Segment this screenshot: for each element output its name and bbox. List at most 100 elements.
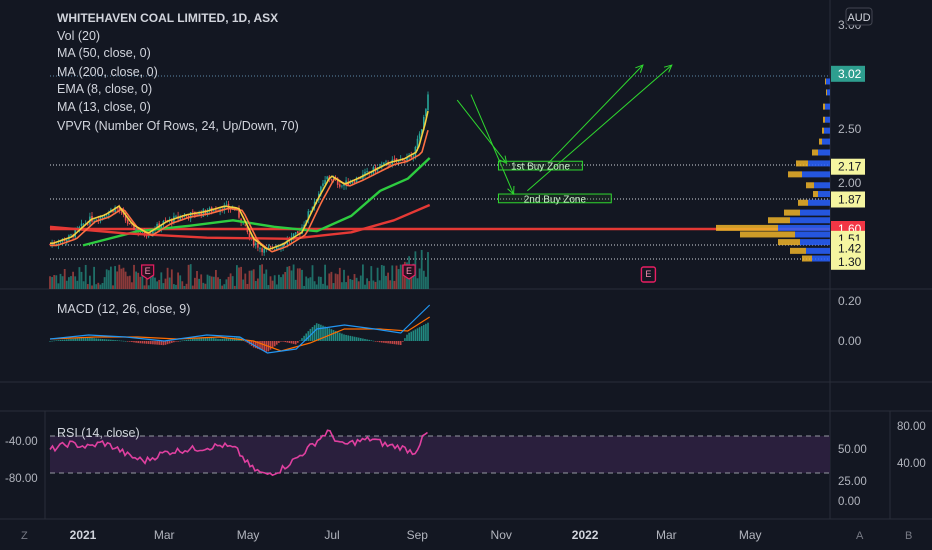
earnings-marker-label: E [645, 269, 651, 279]
volume-bar [330, 271, 333, 289]
zoom-reset-icon[interactable]: Z [21, 530, 28, 542]
macd-histogram-bar [70, 338, 72, 341]
volume-bar [301, 269, 303, 289]
macd-histogram-bar [244, 341, 247, 342]
macd-histogram-bar [297, 341, 299, 343]
candle-body [416, 138, 419, 148]
volume-bar [378, 280, 381, 289]
volume-bar [223, 284, 226, 289]
candle-body [70, 234, 72, 236]
macd-histogram-bar [231, 337, 234, 341]
macd-histogram-bar [223, 338, 226, 341]
axes: 3.002.502.003.022.171.871.601.511.421.30… [5, 18, 926, 542]
rsi-title: RSI (14, close) [57, 426, 140, 440]
vpvr-down-bar [812, 149, 818, 156]
indicator-vol[interactable]: Vol (20) [57, 29, 100, 43]
macd-histogram-bar [181, 340, 184, 342]
rsi-axis-tick-left: -80.00 [5, 473, 38, 485]
macd-histogram-bar [143, 341, 146, 344]
indicator-ma50[interactable]: MA (50, close, 0) [57, 46, 151, 60]
macd-histogram-bar [366, 339, 368, 341]
vpvr-down-bar [806, 182, 814, 189]
volume-bar [372, 280, 375, 289]
vpvr-down-bar [740, 231, 795, 238]
macd-histogram-bar [72, 338, 74, 341]
macd-histogram-bar [257, 341, 259, 349]
indicator-ma13[interactable]: MA (13, close, 0) [57, 100, 151, 114]
macd-histogram-bar [294, 341, 297, 345]
volume-bar [244, 273, 247, 289]
volume-bar [91, 285, 93, 289]
symbol-title[interactable]: WHITEHAVEN COAL LIMITED, 1D, ASX [57, 11, 278, 25]
macd-histogram-bar [402, 341, 404, 342]
log-scale-button[interactable]: B [905, 530, 912, 542]
candle-body [276, 247, 278, 251]
volume-bar [347, 275, 350, 289]
volume-bar [305, 276, 308, 289]
volume-bar [198, 278, 200, 289]
candle-body [402, 160, 404, 161]
volume-bar [181, 281, 184, 289]
vpvr-down-bar [823, 116, 825, 123]
earnings-marker-icon [402, 264, 416, 280]
macd-histogram-bar [318, 323, 320, 341]
macd-histogram-bar [414, 329, 417, 341]
volume-bar [395, 265, 398, 289]
candle-body [257, 242, 259, 248]
price-label-box [831, 191, 865, 208]
volume-bar [265, 269, 268, 289]
candle-body [393, 158, 396, 160]
vpvr-down-bar [784, 209, 800, 216]
volume-bar [343, 269, 345, 289]
volume-bar [290, 270, 293, 289]
indicator-vpvr[interactable]: VPVR (Number Of Rows, 24, Up/Down, 70) [57, 119, 299, 133]
macd-histogram-bar [154, 341, 156, 345]
candle-body [78, 226, 81, 230]
macd-histogram-bar [204, 337, 207, 341]
candle-body [389, 164, 391, 166]
volume-bar [257, 278, 259, 289]
vpvr-down-bar [790, 247, 806, 254]
candle-body [353, 181, 356, 183]
vpvr-up-bar [825, 103, 830, 110]
volume-bar [351, 279, 354, 289]
vpvr-down-bar [826, 89, 827, 96]
vpvr-up-bar [818, 149, 830, 156]
macd-histogram-bar [370, 340, 373, 341]
macd-histogram-bar [95, 338, 97, 341]
vpvr-down-bar [778, 239, 800, 246]
candle-body [406, 157, 408, 161]
volume-bar [326, 285, 329, 289]
volume-bar [246, 283, 249, 289]
auto-scale-button[interactable]: A [856, 530, 864, 542]
macd-histogram-bar [263, 341, 265, 352]
currency-badge[interactable]: AUD [845, 7, 873, 26]
volume-bar [233, 285, 236, 289]
vpvr-down-bar [796, 160, 808, 167]
macd-histogram-bar [284, 341, 286, 343]
volume-bar [345, 282, 347, 289]
indicator-ma200[interactable]: MA (200, close, 0) [57, 65, 158, 79]
volume-bar [152, 275, 154, 289]
candle-body [349, 182, 352, 184]
candle-body [202, 209, 205, 217]
vpvr-up-bar [818, 191, 830, 198]
volume-bar [78, 267, 81, 289]
vpvr-up-bar [795, 231, 830, 238]
volume-bar [65, 280, 68, 289]
price-label-box [831, 240, 865, 257]
volume-bar [124, 271, 127, 289]
candle-body [351, 182, 354, 183]
candle-body [112, 210, 114, 212]
volume-bar [383, 265, 385, 289]
volume-bar [317, 276, 320, 289]
indicator-ema8[interactable]: EMA (8, close, 0) [57, 82, 152, 96]
time-axis-tick: 2021 [70, 528, 97, 542]
macd-histogram-bar [353, 336, 356, 341]
candle-body [414, 146, 417, 156]
macd-histogram-bar [286, 341, 289, 343]
macd-histogram-bar [368, 339, 370, 341]
rsi-axis-tick-right: 50.00 [838, 444, 867, 456]
macd-histogram-bar [164, 341, 167, 345]
macd-histogram-bar [51, 340, 53, 342]
